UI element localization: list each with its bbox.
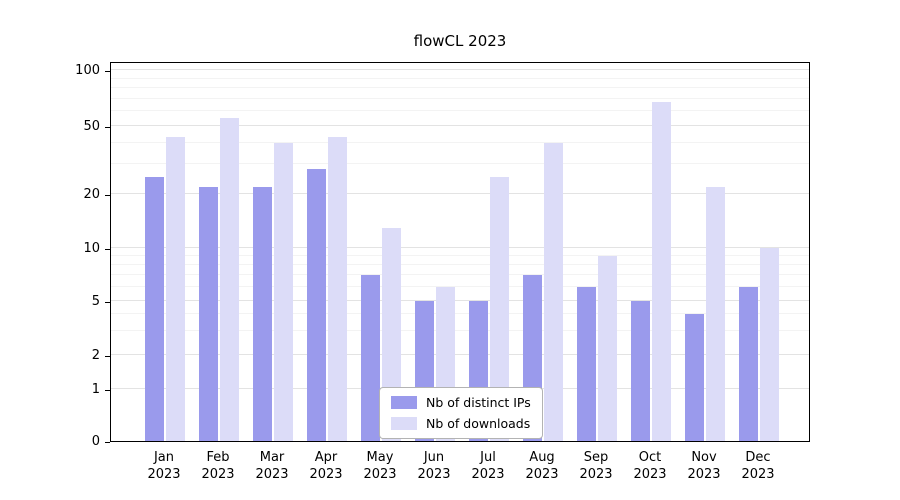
- x-tick-year: 2023: [579, 467, 613, 482]
- bar-distinct-ips: [199, 186, 218, 441]
- x-tick-label: Apr 2023: [296, 449, 356, 483]
- bar-downloads: [760, 248, 779, 441]
- x-tick-label: Jun 2023: [404, 449, 464, 483]
- x-tick-year: 2023: [255, 467, 289, 482]
- x-tick-label: Jan 2023: [134, 449, 194, 483]
- x-tick-month: Aug: [529, 450, 555, 465]
- gridline: [111, 77, 809, 79]
- x-tick-year: 2023: [309, 467, 343, 482]
- gridline: [111, 313, 809, 315]
- gridline: [111, 97, 809, 99]
- bar-distinct-ips: [685, 314, 704, 441]
- y-tick-label: 2: [91, 348, 100, 363]
- x-tick-label: May 2023: [350, 449, 410, 483]
- x-tick-label: Feb 2023: [188, 449, 248, 483]
- x-tick-label: Dec 2023: [728, 449, 788, 483]
- y-tick-label: 100: [75, 63, 100, 78]
- bar-distinct-ips: [253, 186, 272, 441]
- y-tick-label: 20: [83, 187, 100, 202]
- y-tick-label: 1: [91, 382, 100, 397]
- x-tick-month: Dec: [745, 450, 771, 465]
- legend: Nb of distinct IPs Nb of downloads: [379, 387, 543, 439]
- bar-downloads: [166, 137, 185, 441]
- x-tick-month: Sep: [583, 450, 609, 465]
- x-tick-month: Apr: [314, 450, 338, 465]
- gridline: [111, 247, 809, 248]
- y-tick-mark: [105, 127, 110, 128]
- legend-swatch-downloads: [391, 417, 417, 430]
- gridline: [111, 125, 809, 126]
- bar-distinct-ips: [361, 275, 380, 441]
- gridline: [111, 354, 809, 355]
- x-tick-year: 2023: [741, 467, 775, 482]
- x-tick-label: Oct 2023: [620, 449, 680, 483]
- gridline: [111, 162, 809, 164]
- x-tick-label: Sep 2023: [566, 449, 626, 483]
- y-tick-label: 50: [83, 119, 100, 134]
- x-tick-month: Jul: [480, 450, 496, 465]
- plot-area: Nb of distinct IPs Nb of downloads: [110, 62, 810, 442]
- x-tick-month: Jun: [423, 450, 445, 465]
- bar-distinct-ips: [631, 301, 650, 441]
- bar-distinct-ips: [739, 287, 758, 441]
- gridline: [111, 274, 809, 276]
- x-tick-month: Mar: [259, 450, 285, 465]
- x-tick-month: Nov: [691, 450, 717, 465]
- x-tick-year: 2023: [525, 467, 559, 482]
- bar-distinct-ips: [577, 287, 596, 441]
- legend-swatch-distinct-ips: [391, 396, 417, 409]
- bar-downloads: [544, 142, 563, 441]
- x-tick-year: 2023: [201, 467, 235, 482]
- y-tick-mark: [105, 71, 110, 72]
- y-tick-mark: [105, 302, 110, 303]
- y-tick-label: 5: [91, 294, 100, 309]
- bar-downloads: [598, 256, 617, 441]
- x-tick-label: Aug 2023: [512, 449, 572, 483]
- x-tick-month: Oct: [638, 450, 662, 465]
- gridline: [111, 193, 809, 194]
- x-tick-year: 2023: [633, 467, 667, 482]
- x-tick-year: 2023: [147, 467, 181, 482]
- gridline: [111, 69, 809, 70]
- x-tick-label: Jul 2023: [458, 449, 518, 483]
- x-tick-label: Mar 2023: [242, 449, 302, 483]
- bar-downloads: [274, 142, 293, 441]
- legend-item-downloads: Nb of downloads: [391, 416, 531, 431]
- gridline: [111, 264, 809, 266]
- gridline: [111, 300, 809, 301]
- x-tick-year: 2023: [687, 467, 721, 482]
- x-tick-year: 2023: [471, 467, 505, 482]
- bar-downloads: [328, 137, 347, 441]
- x-tick-month: May: [366, 450, 394, 465]
- bar-downloads: [652, 102, 671, 441]
- gridline: [111, 110, 809, 112]
- y-tick-mark: [105, 442, 110, 443]
- x-tick-month: Jan: [153, 450, 175, 465]
- bar-downloads: [490, 177, 509, 441]
- gridline: [111, 330, 809, 332]
- chart-title: flowCL 2023: [413, 32, 507, 50]
- x-tick-year: 2023: [363, 467, 397, 482]
- gridline: [111, 255, 809, 257]
- gridline: [111, 87, 809, 89]
- y-tick-label: 0: [91, 434, 100, 449]
- y-tick-mark: [105, 249, 110, 250]
- y-tick-mark: [105, 195, 110, 196]
- x-tick-label: Nov 2023: [674, 449, 734, 483]
- y-tick-mark: [105, 390, 110, 391]
- bar-distinct-ips: [307, 169, 326, 441]
- legend-label-downloads: Nb of downloads: [426, 416, 531, 431]
- y-tick-mark: [105, 356, 110, 357]
- bar-distinct-ips: [145, 177, 164, 441]
- bar-downloads: [220, 118, 239, 441]
- y-tick-label: 10: [83, 241, 100, 256]
- legend-item-distinct-ips: Nb of distinct IPs: [391, 395, 531, 410]
- gridline: [111, 141, 809, 143]
- x-tick-month: Feb: [206, 450, 230, 465]
- legend-label-distinct-ips: Nb of distinct IPs: [426, 395, 531, 410]
- x-tick-year: 2023: [417, 467, 451, 482]
- gridline: [111, 286, 809, 288]
- bar-downloads: [706, 186, 725, 441]
